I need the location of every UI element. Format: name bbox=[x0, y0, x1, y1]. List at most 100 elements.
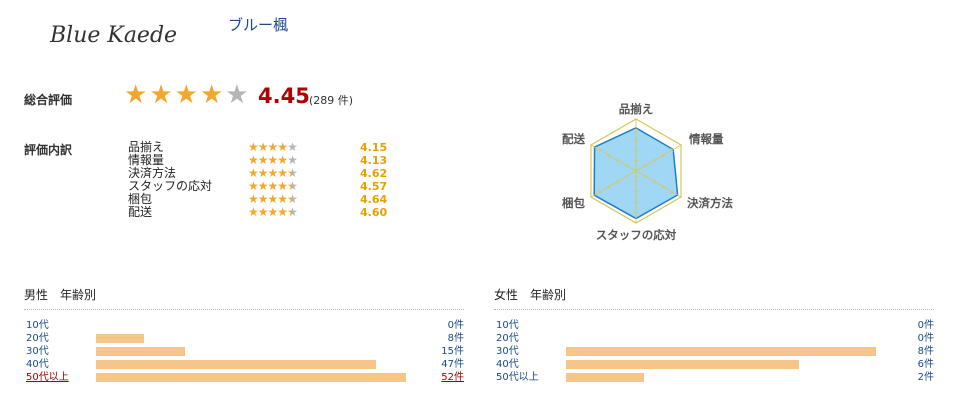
age-count-bar bbox=[566, 360, 799, 369]
radar-spoke bbox=[590, 144, 637, 172]
overall-score: 4.45 bbox=[258, 84, 310, 108]
age-count-bar bbox=[96, 360, 377, 369]
age-count-label: 8件 bbox=[447, 333, 464, 344]
breakdown-stars: ★★★★★ bbox=[248, 179, 298, 193]
star-icon: ★ bbox=[277, 140, 288, 154]
star-icon: ★ bbox=[174, 80, 198, 110]
breakdown-stars: ★★★★★ bbox=[248, 192, 298, 206]
radar-tick bbox=[661, 153, 665, 158]
age-group-label: 40代 bbox=[496, 359, 519, 370]
star-icon: ★ bbox=[287, 192, 298, 206]
star-icon: ★ bbox=[277, 153, 288, 167]
breakdown-item-name: 情報量 bbox=[128, 153, 165, 167]
overall-stars: ★ ★ ★ ★ ★ bbox=[124, 82, 249, 108]
radar-tick bbox=[616, 158, 620, 163]
radar-axis-label: 決済方法 bbox=[687, 196, 733, 210]
radar-axis-label: 梱包 bbox=[562, 196, 585, 210]
radar-tick bbox=[661, 184, 665, 189]
age-group-label: 40代 bbox=[26, 359, 49, 370]
shop-logo-text: Blue Kaede bbox=[49, 23, 177, 48]
female-rows: 10代 0件 20代 0件 30代 8件 40代 6件 50代以上 2件 bbox=[494, 319, 934, 384]
age-group-label: 50代以上 bbox=[496, 372, 539, 383]
breakdown-item-name: 決済方法 bbox=[128, 166, 177, 180]
star-icon: ★ bbox=[149, 80, 173, 110]
male-demographics: 男性 年齢別 10代 0件 20代 8件 30代 15件 40代 47件 50代以上 52件 bbox=[24, 286, 464, 384]
star-icon: ★ bbox=[287, 153, 298, 167]
radar-tick bbox=[598, 148, 602, 153]
star-icon: ★ bbox=[267, 205, 279, 219]
star-icon: ★ bbox=[199, 80, 224, 110]
breakdown-stars: ★★★★★ bbox=[248, 166, 298, 180]
star-icon: ★ bbox=[225, 80, 249, 110]
age-group-label[interactable]: 50代以上 bbox=[26, 372, 69, 383]
breakdown-score: 4.13 bbox=[360, 154, 388, 167]
female-demographics-title: 女性 年齢別 bbox=[494, 286, 934, 310]
breakdown-stars: ★★★★★ bbox=[248, 153, 298, 167]
star-icon: ★ bbox=[248, 153, 259, 167]
breakdown-score: 4.62 bbox=[360, 167, 388, 180]
radar-tick bbox=[652, 179, 656, 184]
star-icon: ★ bbox=[267, 140, 279, 154]
demographic-row: 10代 0件 bbox=[494, 319, 934, 332]
age-group-label: 10代 bbox=[26, 320, 49, 331]
female-demographics: 女性 年齢別 10代 0件 20代 0件 30代 8件 40代 6件 50代以上 2件 bbox=[494, 286, 934, 384]
radar-spoke bbox=[635, 144, 682, 172]
star-icon: ★ bbox=[287, 179, 298, 193]
breakdown-item-name: 配送 bbox=[128, 205, 153, 219]
shop-name-link[interactable]: ブルー楓 bbox=[228, 16, 289, 34]
age-group-label: 20代 bbox=[496, 333, 519, 344]
breakdown-stars: ★★★★★ bbox=[248, 205, 298, 219]
star-icon: ★ bbox=[257, 153, 269, 167]
overall-label: 総合評価 bbox=[24, 93, 73, 107]
star-icon: ★ bbox=[248, 166, 259, 180]
radar-tick bbox=[670, 189, 674, 194]
demographic-row: 30代 15件 bbox=[24, 345, 464, 358]
age-count-label[interactable]: 52件 bbox=[441, 372, 464, 383]
radar-axis-label: 品揃え bbox=[619, 102, 654, 116]
star-icon: ★ bbox=[124, 80, 148, 110]
breakdown-row: 決済方法 ★★★★★ 4.62 bbox=[128, 166, 398, 181]
breakdown-row: 配送 ★★★★★ 4.60 bbox=[128, 205, 398, 220]
age-count-bar bbox=[96, 373, 406, 382]
breakdown-list: 品揃え ★★★★★ 4.15 情報量 ★★★★★ 4.13 決済方法 ★★★★★ 4.62 スタッ… bbox=[128, 140, 398, 220]
breakdown-row: 品揃え ★★★★★ 4.15 bbox=[128, 140, 398, 155]
radar-tick bbox=[670, 148, 674, 153]
star-icon: ★ bbox=[257, 179, 269, 193]
star-icon: ★ bbox=[267, 179, 279, 193]
radar-tick bbox=[652, 158, 656, 163]
age-count-bar bbox=[566, 373, 644, 382]
star-icon: ★ bbox=[267, 192, 279, 206]
star-icon: ★ bbox=[248, 192, 259, 206]
radar-spoke bbox=[635, 170, 682, 198]
radar-spoke bbox=[590, 170, 637, 198]
star-icon: ★ bbox=[257, 140, 269, 154]
radar-tick bbox=[643, 163, 647, 168]
breakdown-row: 梱包 ★★★★★ 4.64 bbox=[128, 192, 398, 207]
age-group-label: 10代 bbox=[496, 320, 519, 331]
radar-tick bbox=[625, 174, 629, 179]
breakdown-item-name: 梱包 bbox=[128, 192, 153, 206]
star-icon: ★ bbox=[277, 192, 288, 206]
radar-tick bbox=[643, 174, 647, 179]
radar-tick bbox=[598, 189, 602, 194]
age-count-label: 47件 bbox=[441, 359, 464, 370]
breakdown-score: 4.57 bbox=[360, 180, 388, 193]
shop-logo[interactable]: Blue Kaede bbox=[48, 14, 198, 54]
star-icon: ★ bbox=[287, 140, 298, 154]
age-group-label: 30代 bbox=[26, 346, 49, 357]
radar-axis-label: 配送 bbox=[562, 132, 585, 146]
breakdown-score: 4.64 bbox=[360, 193, 388, 206]
age-count-label: 8件 bbox=[917, 346, 934, 357]
demographic-row: 40代 6件 bbox=[494, 358, 934, 371]
male-rows: 10代 0件 20代 8件 30代 15件 40代 47件 50代以上 52件 bbox=[24, 319, 464, 384]
demographic-row: 20代 8件 bbox=[24, 332, 464, 345]
overall-count: (289 件) bbox=[309, 94, 354, 107]
star-icon: ★ bbox=[277, 179, 288, 193]
radar-axis-label: 情報量 bbox=[688, 132, 724, 146]
age-count-bar bbox=[566, 347, 876, 356]
star-icon: ★ bbox=[257, 166, 269, 180]
breakdown-item-name: スタッフの応対 bbox=[128, 179, 213, 193]
demographic-row: 20代 0件 bbox=[494, 332, 934, 345]
radar-tick bbox=[616, 179, 620, 184]
